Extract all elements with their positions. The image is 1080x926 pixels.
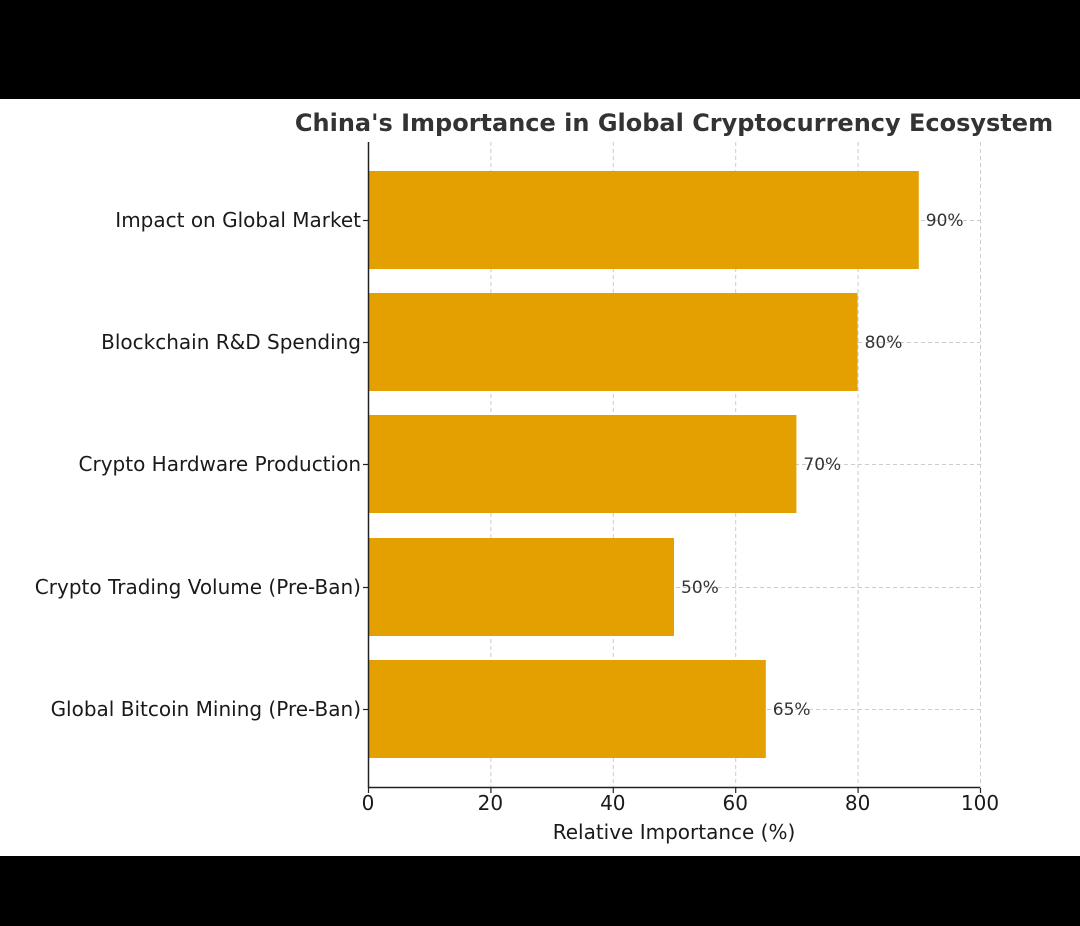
chart-title: China's Importance in Global Cryptocurre… [295, 109, 1053, 137]
x-tick-label: 80 [845, 791, 870, 815]
category-label: Crypto Trading Volume (Pre-Ban) [35, 575, 361, 599]
bar [368, 538, 674, 636]
data-label: 70% [803, 455, 841, 475]
x-tick-label: 0 [362, 791, 375, 815]
bar [368, 293, 858, 391]
x-tick-label: 40 [600, 791, 625, 815]
top-letterbox [0, 0, 1080, 99]
category-label: Impact on Global Market [115, 208, 361, 232]
x-tick-label: 60 [722, 791, 747, 815]
category-label: Blockchain R&D Spending [101, 330, 361, 354]
category-label: Crypto Hardware Production [79, 452, 361, 476]
bars [368, 171, 919, 758]
category-label: Global Bitcoin Mining (Pre-Ban) [51, 697, 361, 721]
data-label: 90% [926, 211, 964, 231]
x-tick-label: 20 [478, 791, 503, 815]
data-label: 50% [681, 578, 719, 598]
bar-chart: China's Importance in Global Cryptocurre… [35, 109, 1053, 844]
data-label: 65% [773, 700, 811, 720]
x-tick-labels: 0 20 40 60 80 100 [362, 788, 999, 815]
category-labels: Impact on Global Market Blockchain R&D Sp… [35, 208, 368, 721]
bottom-letterbox [0, 856, 1080, 926]
chart-figure: China's Importance in Global Cryptocurre… [0, 99, 1080, 856]
bar [368, 660, 766, 758]
bar [368, 171, 919, 269]
x-tick-label: 100 [961, 791, 999, 815]
data-labels: 90% 80% 70% 50% 65% [681, 211, 964, 720]
x-axis-label: Relative Importance (%) [553, 820, 796, 844]
bar [368, 415, 797, 513]
data-label: 80% [865, 333, 903, 353]
